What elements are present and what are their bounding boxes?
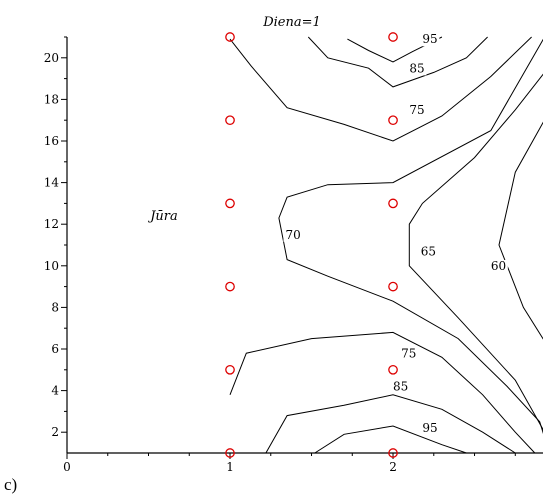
sample-point [225, 115, 235, 126]
y-tick-label: 4 [51, 384, 59, 398]
contour-label-70: 70 [285, 228, 300, 242]
sample-point [225, 32, 235, 42]
sea-annotation: Jūra [147, 209, 178, 224]
contour-label-bg [407, 62, 427, 76]
contour-line-95 [314, 425, 467, 454]
sample-point [225, 448, 235, 458]
x-tick-label: 0 [63, 460, 71, 474]
contour-line-85 [307, 36, 488, 88]
contour-label-bg [418, 245, 438, 259]
y-tick-label: 6 [51, 342, 59, 356]
sample-point [388, 32, 398, 42]
contour-label-85: 85 [409, 61, 424, 75]
contour-line-60 [498, 121, 543, 340]
contour-line-85 [265, 394, 516, 454]
y-tick-label: 20 [44, 51, 59, 65]
y-tick-label: 18 [44, 92, 59, 106]
sample-point [388, 364, 398, 375]
axes: 24681012141618200123 [44, 36, 543, 474]
contour-lines [229, 36, 543, 454]
y-tick-label: 16 [44, 134, 59, 148]
y-tick-label: 8 [51, 300, 59, 314]
x-tick-label: 1 [226, 460, 234, 474]
y-tick-label: 14 [44, 176, 60, 190]
contour-label-75: 75 [409, 103, 424, 117]
contour-label-bg [420, 422, 440, 436]
contour-label-bg [399, 347, 419, 361]
contour-label-bg [283, 228, 303, 242]
contour-label-60: 60 [491, 259, 506, 273]
contour-label-85: 85 [393, 380, 408, 394]
contour-label-75: 75 [401, 346, 416, 360]
y-tick-label: 2 [51, 425, 59, 439]
contour-label-95: 95 [422, 421, 437, 435]
contour-line-65 [408, 73, 543, 431]
x-tick-label: 2 [389, 460, 397, 474]
sample-point [225, 281, 235, 292]
panel-label: c) [4, 475, 17, 494]
sample-point [388, 198, 398, 209]
sample-points [225, 32, 398, 458]
contour-line-70 [278, 38, 543, 434]
sample-point [225, 198, 235, 209]
contour-labels: 95 95 85 85 75 75 70 65 60 [283, 32, 508, 436]
contour-label-bg [420, 33, 440, 47]
sample-point [388, 115, 398, 126]
y-tick-label: 12 [44, 217, 59, 231]
contour-line-75 [229, 36, 532, 142]
contour-label-bg [407, 103, 427, 117]
sample-point [225, 364, 235, 375]
contour-label-95: 95 [422, 32, 437, 46]
sample-point [388, 281, 398, 292]
contour-label-65: 65 [421, 244, 436, 258]
y-tick-label: 10 [44, 259, 59, 273]
contour-label-bg [488, 259, 508, 273]
chart-title: Diena=1 [262, 15, 321, 30]
sample-point [388, 448, 398, 458]
contour-line-95 [347, 36, 443, 63]
contour-line-75 [229, 331, 536, 454]
contour-label-bg [391, 380, 411, 394]
